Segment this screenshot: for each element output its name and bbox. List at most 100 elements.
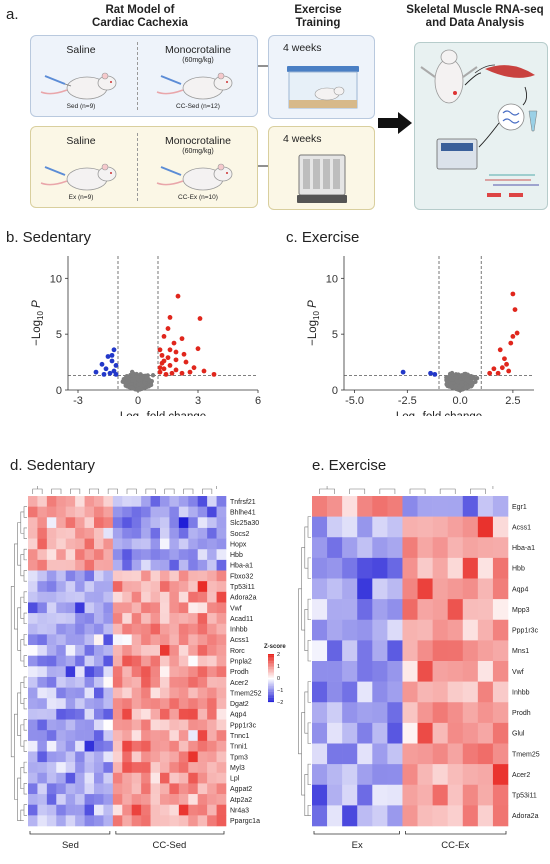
heatmap-cell (207, 559, 217, 571)
up-point (167, 347, 173, 353)
heatmap-cell (150, 634, 161, 646)
heatmap-cell (122, 645, 133, 656)
heatmap-cell (432, 805, 448, 827)
heatmap-cell (75, 613, 85, 625)
heatmap-cell (160, 496, 170, 507)
monocrotaline-label: Monocrotaline (165, 135, 231, 147)
dendrogram-branch (304, 526, 308, 569)
colorbar-segment (268, 661, 274, 663)
heatmap-cell (94, 676, 104, 688)
heatmap-cell (402, 743, 418, 765)
heatmap-cell (216, 591, 227, 603)
gene-label: Hopx (230, 541, 247, 548)
heatmap-cell (84, 740, 95, 752)
heatmap-cell (150, 496, 161, 507)
heatmap-cell (112, 581, 123, 593)
heatmap-cell (462, 496, 479, 517)
heatmap-cell (122, 687, 133, 699)
heatmap-cell (447, 661, 464, 682)
heatmap-cell (65, 581, 76, 593)
heatmap-cell (46, 591, 57, 603)
heatmap-cell (46, 623, 57, 635)
heatmap-cell (188, 538, 199, 550)
heatmap-cell (197, 527, 208, 539)
heatmap-cell (312, 702, 328, 724)
heatmap-cell (169, 772, 180, 784)
colorbar-segment (268, 673, 274, 675)
heatmap-cell (216, 751, 227, 763)
heatmap-cell (65, 804, 76, 816)
heatmap-cell (216, 687, 227, 699)
heatmap-cell (56, 623, 67, 635)
up-point (173, 367, 179, 373)
box-divider (137, 42, 138, 110)
x-tick-label: 0 (135, 395, 141, 407)
heatmap-cell (46, 527, 57, 539)
heatmap-cell (402, 496, 418, 517)
heatmap-cell (160, 634, 170, 646)
heatmap-cell (150, 794, 161, 806)
heatmap-cell (112, 666, 123, 678)
heatmap-cell (46, 698, 57, 710)
heatmap-cell (141, 602, 151, 614)
heatmap-cell (342, 496, 358, 517)
heatmap-cell (131, 506, 142, 518)
heatmap-cell (37, 815, 48, 827)
heatmap-cell (169, 613, 180, 625)
heatmap-cell (169, 794, 180, 806)
dendrogram-branch (326, 486, 494, 489)
heatmap-cell (112, 698, 123, 710)
heatmap-cell (432, 764, 448, 786)
heatmap-cell (342, 557, 358, 579)
y-tick-label: 0 (332, 385, 338, 397)
rat-icon (156, 72, 233, 100)
title-rat-model: Rat Model of Cardiac Cachexia (92, 4, 188, 29)
heatmap-cell (357, 764, 373, 786)
heatmap-cell (46, 581, 57, 593)
heatmap-cell (357, 516, 373, 538)
heatmap-cell (65, 719, 76, 731)
heatmap-cell (75, 730, 85, 742)
heatmap-cell (141, 762, 151, 774)
heatmap-cell (122, 719, 133, 731)
heatmap-cell (103, 506, 114, 518)
heatmap-cell (94, 623, 104, 635)
heatmap-cell (141, 591, 151, 603)
heatmap-cell (447, 640, 464, 662)
heatmap-cell (65, 570, 76, 582)
heatmap-cell (112, 570, 123, 582)
heatmap-cell (94, 815, 104, 827)
heatmap-cell (207, 783, 217, 795)
heatmap-cell (207, 496, 217, 507)
heatmap-cell (75, 751, 85, 763)
heatmap-cell (65, 538, 76, 550)
heatmap-cell (122, 708, 133, 720)
gene-label: Fbxo32 (230, 573, 253, 580)
heatmap-cell (357, 722, 373, 744)
heatmap-cell (160, 687, 170, 699)
heatmap-cell (28, 740, 38, 752)
heatmap-cell (84, 730, 95, 742)
heatmap-cell (197, 602, 208, 614)
colorbar-segment (268, 687, 274, 689)
heatmap-cell (169, 517, 180, 529)
heatmap-cell (178, 740, 189, 752)
heatmap-cell (327, 764, 343, 786)
heatmap-cell (141, 549, 151, 561)
heatmap-cell (188, 506, 199, 518)
heatmap-cell (46, 496, 57, 507)
heatmap-cell (372, 496, 388, 517)
heatmap-cell (387, 805, 403, 827)
up-point (183, 359, 189, 365)
heatmap-cell (56, 762, 67, 774)
heatmap-cell (103, 634, 114, 646)
heatmap-cell (197, 655, 208, 667)
heatmap-cell (131, 794, 142, 806)
heatmap-cell (178, 570, 189, 582)
heatmap-cell (28, 517, 38, 529)
heatmap-cell (160, 676, 170, 688)
heatmap-cell (207, 591, 217, 603)
heatmap-cell (216, 613, 227, 625)
heatmap-cell (160, 549, 170, 561)
heatmap-cell (160, 591, 170, 603)
